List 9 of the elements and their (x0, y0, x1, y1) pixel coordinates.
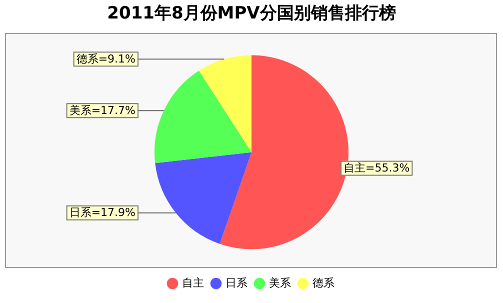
legend-label: 德系 (312, 276, 334, 290)
legend-label: 美系 (269, 276, 291, 290)
legend-label: 自主 (182, 276, 204, 290)
data-label: 美系=17.7% (69, 104, 136, 117)
data-label: 日系=17.9% (69, 206, 136, 220)
legend-label: 日系 (226, 276, 248, 290)
chart-title: 2011年8月份MPV分国别销售排行榜 (107, 4, 396, 24)
data-label: 自主=55.3% (344, 162, 410, 175)
data-label: 德系=9.1% (76, 52, 136, 66)
